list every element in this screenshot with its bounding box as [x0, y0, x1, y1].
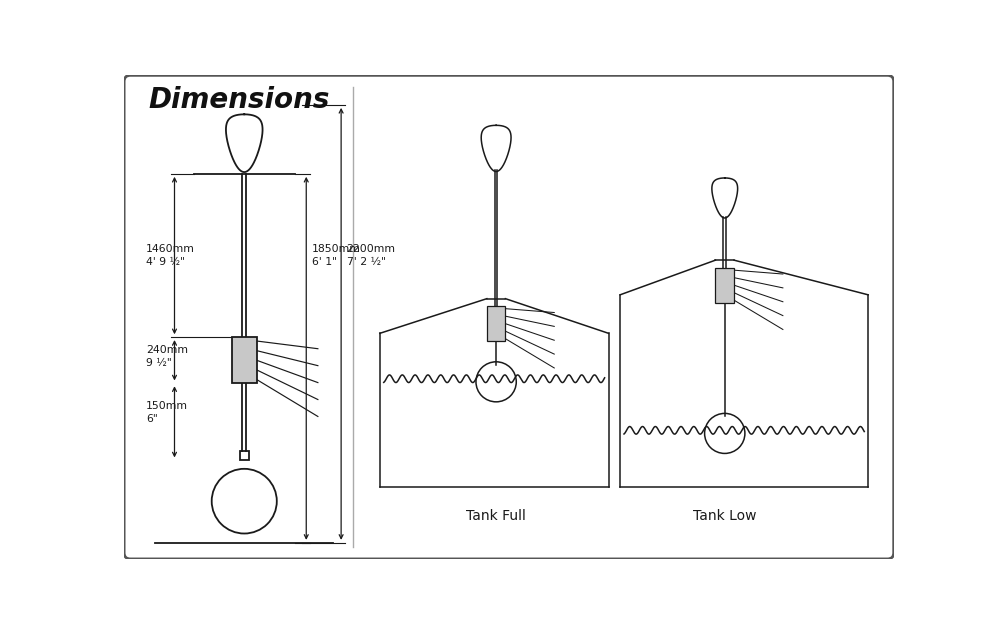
- Text: 7' 2 ½": 7' 2 ½": [347, 257, 385, 267]
- Ellipse shape: [705, 413, 745, 453]
- Text: 9 ½": 9 ½": [146, 357, 172, 367]
- Text: Tank Full: Tank Full: [466, 509, 526, 523]
- Text: 2200mm: 2200mm: [347, 244, 395, 254]
- Text: Tank Low: Tank Low: [693, 509, 757, 523]
- Text: 1460mm: 1460mm: [146, 244, 195, 254]
- Bar: [715, 268, 734, 303]
- Ellipse shape: [212, 469, 277, 534]
- Ellipse shape: [476, 362, 516, 402]
- Text: 6' 1": 6' 1": [312, 257, 337, 267]
- Bar: [239, 451, 249, 460]
- Text: 1850mm: 1850mm: [312, 244, 360, 254]
- Text: 150mm: 150mm: [146, 401, 188, 411]
- Text: 4' 9 ½": 4' 9 ½": [146, 257, 185, 267]
- Bar: [487, 306, 505, 341]
- Text: 6": 6": [146, 414, 158, 424]
- Text: Dimensions: Dimensions: [148, 86, 330, 114]
- Bar: [231, 337, 256, 383]
- Text: 240mm: 240mm: [146, 345, 188, 355]
- FancyBboxPatch shape: [124, 75, 894, 559]
